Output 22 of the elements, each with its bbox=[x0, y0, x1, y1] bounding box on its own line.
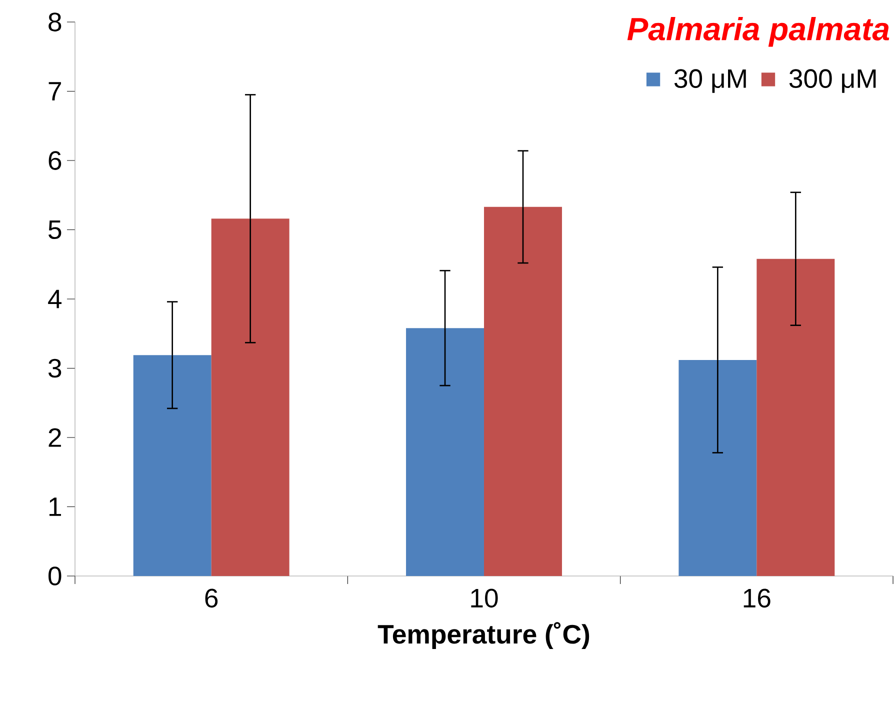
y-tick-label: 5 bbox=[48, 220, 62, 240]
bar bbox=[406, 328, 484, 576]
bar bbox=[211, 218, 290, 576]
legend-label: 30 μM bbox=[674, 69, 746, 93]
y-tick-label: 1 bbox=[49, 498, 61, 516]
bar bbox=[756, 258, 835, 576]
y-tick-label: 3 bbox=[48, 358, 62, 378]
x-tick-label: 10 bbox=[471, 588, 498, 608]
y-tick-label: 2 bbox=[48, 428, 61, 447]
x-tick-label: 6 bbox=[205, 588, 218, 608]
bar bbox=[133, 355, 212, 576]
bar bbox=[678, 360, 757, 576]
y-tick-label: 7 bbox=[48, 82, 61, 100]
y-tick-label: 0 bbox=[48, 566, 62, 586]
y-tick-label: 8 bbox=[48, 12, 62, 32]
bar bbox=[484, 206, 562, 576]
y-tick-label: 4 bbox=[48, 290, 62, 308]
y-tick-label: 6 bbox=[48, 151, 62, 170]
x-axis-title: Temperature (˚C) bbox=[378, 622, 590, 650]
legend-label: 300 μM bbox=[789, 69, 876, 93]
chart-title: Palmaria palmata bbox=[627, 16, 890, 47]
x-tick-label: 16 bbox=[744, 588, 770, 608]
